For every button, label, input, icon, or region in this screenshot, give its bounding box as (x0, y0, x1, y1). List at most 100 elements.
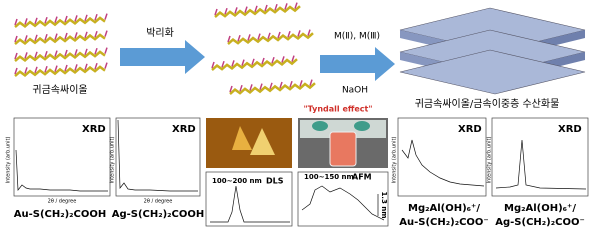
figure: 귀금속싸이올 박리화 M(Ⅱ), M(Ⅲ) NaOH 귀금속싸이올/금속이중층 … (6, 2, 589, 228)
afm-dls-part (250, 128, 275, 155)
chains-part (211, 61, 215, 69)
label: 100~150 nm (304, 173, 354, 181)
chains-part (214, 8, 218, 16)
chains-part (94, 62, 98, 70)
chains-part (44, 33, 48, 41)
chains-part (257, 33, 261, 40)
chains-part (14, 33, 106, 45)
chains-part (237, 34, 241, 42)
chains-part (227, 32, 314, 45)
chains-part (274, 3, 278, 11)
chains-part (249, 84, 253, 91)
chains-part (34, 17, 38, 25)
afm-dls-part (232, 126, 252, 150)
afm-dls-part (210, 185, 290, 223)
label: 2θ / degree (144, 199, 173, 205)
chains-part (224, 7, 228, 15)
chains-part (261, 57, 265, 65)
chains-part (264, 4, 268, 12)
chains-part (104, 62, 108, 69)
chains-part (281, 56, 285, 63)
tyndall-afm: "Tyndall effect" 100~150 nm AFM 1.3 nm (297, 105, 389, 227)
xrd-mg-au-part (397, 117, 487, 197)
chains-part (229, 85, 233, 93)
chains-part (44, 65, 48, 73)
chains-part (299, 80, 303, 87)
chains-part (284, 3, 288, 10)
label: XRD (458, 124, 482, 135)
label: DLS (266, 177, 284, 186)
chains-part (24, 35, 28, 42)
chains-part (84, 14, 88, 22)
label: NaOH (342, 86, 368, 96)
chains-part (251, 58, 255, 66)
chains-part (234, 7, 238, 14)
label: Mg₂Al(OH)₆⁺/ (504, 203, 576, 214)
tyndall-afm-part (312, 121, 328, 131)
chains-part (54, 16, 58, 23)
chains-part (64, 49, 68, 57)
chains-part (94, 13, 98, 21)
chains-part (247, 34, 251, 41)
xrd-au-part (13, 117, 111, 197)
chains-part (231, 60, 235, 67)
chains-part (297, 30, 301, 37)
chains-part (14, 18, 18, 26)
chains-part (14, 16, 106, 28)
label: 귀금속싸이올 (32, 84, 87, 96)
chains-part (271, 56, 275, 64)
chains-part (84, 31, 88, 39)
label: Ag-S(CH₂)₂COO⁻ (495, 217, 584, 228)
tyndall-afm-part (301, 185, 385, 221)
chains-part (44, 50, 48, 58)
chains (14, 2, 316, 95)
chains-part (279, 81, 283, 89)
chains-part (84, 48, 88, 56)
label: 박리화 (146, 27, 174, 39)
chains-part (74, 64, 78, 71)
chains-part (54, 65, 58, 72)
chains-part (64, 15, 68, 23)
chains-part (104, 30, 108, 37)
chains-part (14, 52, 18, 60)
chains-part (64, 32, 68, 40)
chains-part (14, 67, 18, 75)
label: 100~200 nm (212, 177, 262, 185)
xrd-mg-ag-part (491, 117, 589, 197)
label: M(Ⅱ), M(Ⅲ) (334, 32, 380, 42)
xrd-ag-part (115, 117, 201, 197)
xrd-ag-part (117, 119, 198, 192)
label: XRD (172, 124, 196, 135)
chains-part (291, 55, 295, 62)
label: Au-S(CH₂)₂COOH (14, 209, 107, 220)
chains-part (267, 32, 271, 40)
xrd-mg-au: XRD Intensity (arb.unit) Mg₂Al(OH)₆⁺/ Au… (392, 117, 489, 228)
xrd-au-part (15, 149, 108, 192)
chains-part (307, 29, 311, 36)
arrow (320, 47, 395, 81)
chains-part (94, 30, 98, 38)
label: Intensity (arb.unit) (392, 137, 398, 184)
chains-part (14, 50, 106, 62)
chains-part (104, 13, 108, 20)
chains-part (227, 35, 231, 43)
tyndall-afm-part (354, 121, 370, 131)
chains-part (221, 60, 225, 68)
label: XRD (82, 124, 106, 135)
chains-part (211, 58, 298, 71)
chains-part (54, 50, 58, 57)
chains-part (44, 16, 48, 24)
label: XRD (558, 124, 582, 135)
chains-part (294, 2, 298, 9)
chains-part (309, 79, 313, 86)
chains-part (244, 6, 248, 13)
tyndall-afm-part (297, 171, 389, 227)
page: 귀금속싸이올 박리화 M(Ⅱ), M(Ⅲ) NaOH 귀금속싸이올/금속이중층 … (5, 2, 589, 228)
chains-part (54, 33, 58, 40)
arrow (120, 40, 205, 74)
xrd-mg-ag: XRD Intensity (arb.unit) Mg₂Al(OH)₆⁺/ Ag… (487, 117, 589, 228)
xrd-mg-ag-part (495, 139, 587, 190)
label: Au-S(CH₂)₂COO⁻ (399, 217, 488, 228)
chains-part (14, 35, 18, 43)
label: Mg₂Al(OH)₆⁺/ (408, 203, 480, 214)
